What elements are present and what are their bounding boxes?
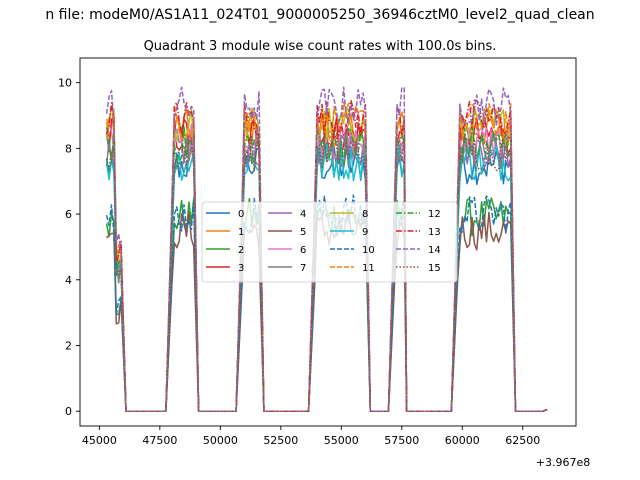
y-tick-label: 6: [65, 208, 72, 221]
x-offset-label: +3.967e8: [536, 456, 590, 469]
x-axis: 45000 47500 50000 52500 55000 57500 60000 62500: [82, 426, 540, 447]
legend-label-8: 8: [362, 209, 368, 220]
legend-label-12: 12: [428, 209, 441, 220]
legend-label-6: 6: [300, 245, 306, 256]
legend-label-4: 4: [300, 209, 306, 220]
x-tick-label: 62500: [505, 434, 540, 447]
legend-box: [201, 201, 458, 283]
legend-label-1: 1: [238, 227, 244, 238]
legend-label-5: 5: [300, 227, 306, 238]
series-line-14: [105, 86, 548, 412]
x-tick-label: 55000: [324, 434, 359, 447]
series-line-13: [105, 99, 548, 412]
x-tick-label: 57500: [384, 434, 419, 447]
y-tick-label: 8: [65, 142, 72, 155]
y-tick-label: 10: [58, 77, 72, 90]
series-line-12: [105, 125, 548, 412]
x-tick-label: 45000: [82, 434, 117, 447]
legend-label-2: 2: [238, 245, 244, 256]
legend-label-3: 3: [238, 263, 244, 274]
x-tick-label: 50000: [203, 434, 238, 447]
x-tick-label: 60000: [445, 434, 480, 447]
axes-frame: [79, 57, 577, 427]
series-line-8: [105, 106, 548, 412]
y-tick-label: 0: [65, 405, 72, 418]
x-tick-label: 47500: [142, 434, 177, 447]
legend-label-9: 9: [362, 227, 368, 238]
figure-suptitle: n file: modeM0/AS1A11_024T01_9000005250_…: [45, 7, 594, 23]
legend-label-13: 13: [428, 227, 441, 238]
legend-label-7: 7: [300, 263, 306, 274]
y-tick-label: 4: [65, 274, 72, 287]
legend-label-14: 14: [428, 245, 441, 256]
x-tick-label: 52500: [263, 434, 298, 447]
series-line-9: [105, 143, 548, 412]
series-line-10: [105, 194, 548, 412]
chart-title: Quadrant 3 module wise count rates with …: [144, 39, 497, 54]
y-tick-label: 2: [65, 340, 72, 353]
legend-label-11: 11: [362, 263, 375, 274]
legend-label-10: 10: [362, 245, 375, 256]
legend-label-15: 15: [428, 263, 441, 274]
legend-label-0: 0: [238, 209, 244, 220]
y-axis: 0 2 4 6 8 10: [58, 77, 80, 418]
